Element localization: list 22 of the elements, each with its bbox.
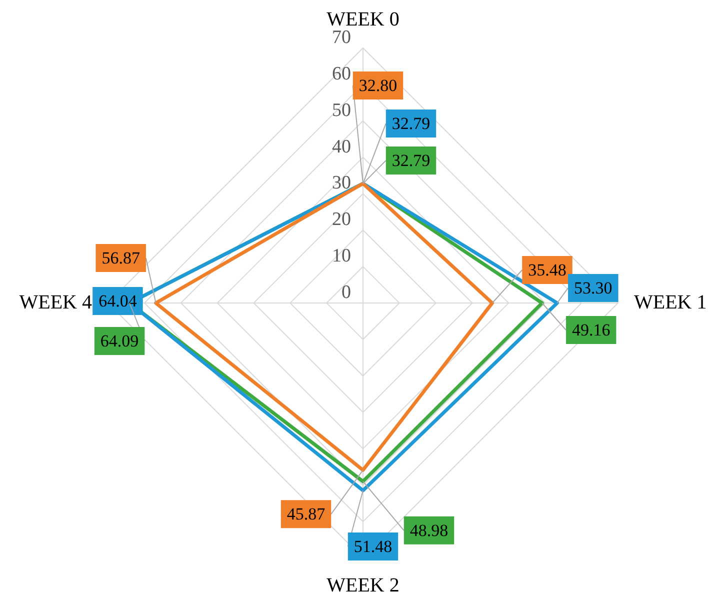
data-label: 53.30 [574, 278, 612, 298]
spoke-label: WEEK 4 [19, 291, 92, 314]
data-label: 32.80 [358, 76, 398, 95]
data-label: 51.48 [354, 537, 392, 556]
data-label: 64.09 [100, 331, 139, 350]
y-tick-label: 50 [332, 100, 351, 121]
data-label: 49.16 [572, 320, 610, 340]
data-label: 35.48 [528, 260, 566, 280]
spoke-label: WEEK 1 [634, 291, 707, 314]
spoke-label: WEEK 2 [326, 574, 400, 596]
data-label: 32.79 [392, 151, 430, 170]
data-label: 64.04 [98, 291, 138, 310]
y-tick-label: 60 [332, 63, 351, 84]
y-tick-label: 10 [332, 246, 351, 267]
y-tick-label: 0 [342, 282, 351, 303]
data-label: 56.87 [102, 248, 140, 268]
data-label: 45.87 [286, 504, 326, 524]
y-tick-label: 20 [332, 209, 351, 230]
y-tick-label: 40 [332, 136, 351, 158]
y-tick-label: 30 [332, 172, 351, 194]
data-label: 32.79 [392, 114, 430, 134]
data-label: 48.98 [410, 520, 448, 540]
